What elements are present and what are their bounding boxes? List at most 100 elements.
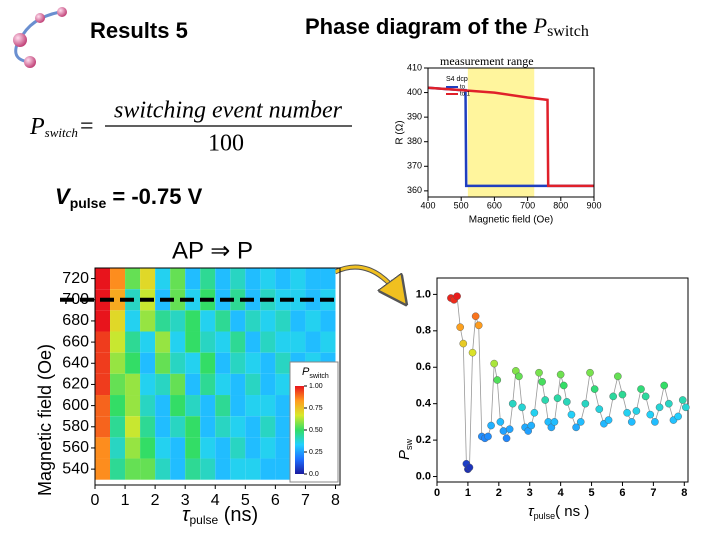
heat-cell [125,352,141,374]
point [456,323,464,331]
heat-cell [290,268,306,290]
lhs: P [29,114,45,140]
heat-cell [140,310,156,332]
heat-cell [170,416,186,438]
heat-cell [215,416,231,438]
heat-cell [95,373,111,396]
y-axis-label: Magnetic field (Oe) [35,344,55,496]
heat-cell [125,458,141,480]
point [515,372,523,381]
heat-cell [320,310,336,332]
heat-cell [275,395,291,417]
x-axis-label: τpulse (ns) [182,504,258,527]
point [678,396,687,404]
heat-cell [170,289,186,311]
heat-cell [95,458,111,480]
heat-cell [155,352,171,374]
legend-title: S4 dcp [446,76,468,83]
heat-cell [110,268,126,290]
pulse-rest: = -0.75 V [106,184,202,209]
heat-cell [185,373,201,396]
point [627,418,636,426]
logo [13,7,67,68]
x-axis-label: Magnetic field (Oe) [469,215,553,226]
heat-cell [260,416,276,438]
y-tick-label: 380 [407,136,422,146]
heat-cell [245,352,261,374]
colorbar-tick-label: 0.0 [309,471,319,478]
heat-cell [95,310,111,332]
heat-cell [170,395,186,417]
point [484,432,492,441]
heat-cell [260,373,276,396]
heat-cell [245,437,261,459]
heat-cell [320,331,336,353]
x-tick-label: 400 [420,200,435,210]
heat-cell [230,437,246,459]
point [553,394,562,403]
pulse-voltage: Vpulse = -0.75 V [55,184,203,211]
heat-cell [110,437,126,459]
y-tick-label: 0.2 [416,434,431,446]
heat-cell [200,437,216,459]
heat-cell [110,331,126,353]
y-tick-label: 580 [62,418,89,435]
point [508,399,517,408]
connecting-line [450,295,687,471]
heat-cell [125,437,141,459]
heat-cell [140,331,156,353]
point [665,399,673,408]
heat-cell [155,458,171,480]
heat-cell [110,289,126,311]
y-axis-label: Psw [396,438,414,460]
label-main: τ [182,504,191,526]
point [518,403,526,412]
x-tick-label: 4 [211,492,220,509]
heat-cell [215,352,231,374]
heat-cell [275,331,291,353]
point [604,416,613,424]
heat-cell [170,373,186,396]
arrow [334,265,400,296]
heat-cell [230,352,246,374]
heat-cell [185,395,201,417]
point [572,423,580,432]
y-tick-label: 410 [407,62,422,72]
heat-cell [200,416,216,438]
lhs-sub: switch [45,125,78,140]
point [563,398,571,406]
heat-cell [260,437,276,459]
heat-cell [215,331,231,353]
y-tick-label: 0.4 [416,398,432,410]
point [590,385,599,393]
y-tick-label: 0.0 [416,470,431,482]
heat-cell [230,268,246,290]
arrow-outline [333,264,403,298]
point [468,348,477,357]
heat-cell [95,352,111,374]
heat-cell [170,310,186,332]
heat-cell [200,310,216,332]
y-tick-label: 680 [62,312,89,329]
heat-cell [320,268,336,290]
heat-cell [260,331,276,353]
heat-cell [155,395,171,417]
colorbar-title: Pswitch [302,366,329,380]
heat-cell [200,373,216,396]
heat-cell [260,458,276,480]
heat-cell [305,331,321,353]
point [581,399,590,408]
x-tick-label: 7 [650,487,656,499]
heat-cell [95,331,111,353]
point [538,378,546,386]
point [502,434,511,443]
x-tick-label: 3 [181,492,190,509]
y-tick-label: 390 [407,112,422,122]
heat-cell [110,373,126,396]
x-tick-label: 1 [121,492,130,509]
range-note: measurement range [440,54,534,68]
heat-cell [260,395,276,417]
heat-cell [185,352,201,374]
heat-cell [200,395,216,417]
heat-cell [95,437,111,459]
